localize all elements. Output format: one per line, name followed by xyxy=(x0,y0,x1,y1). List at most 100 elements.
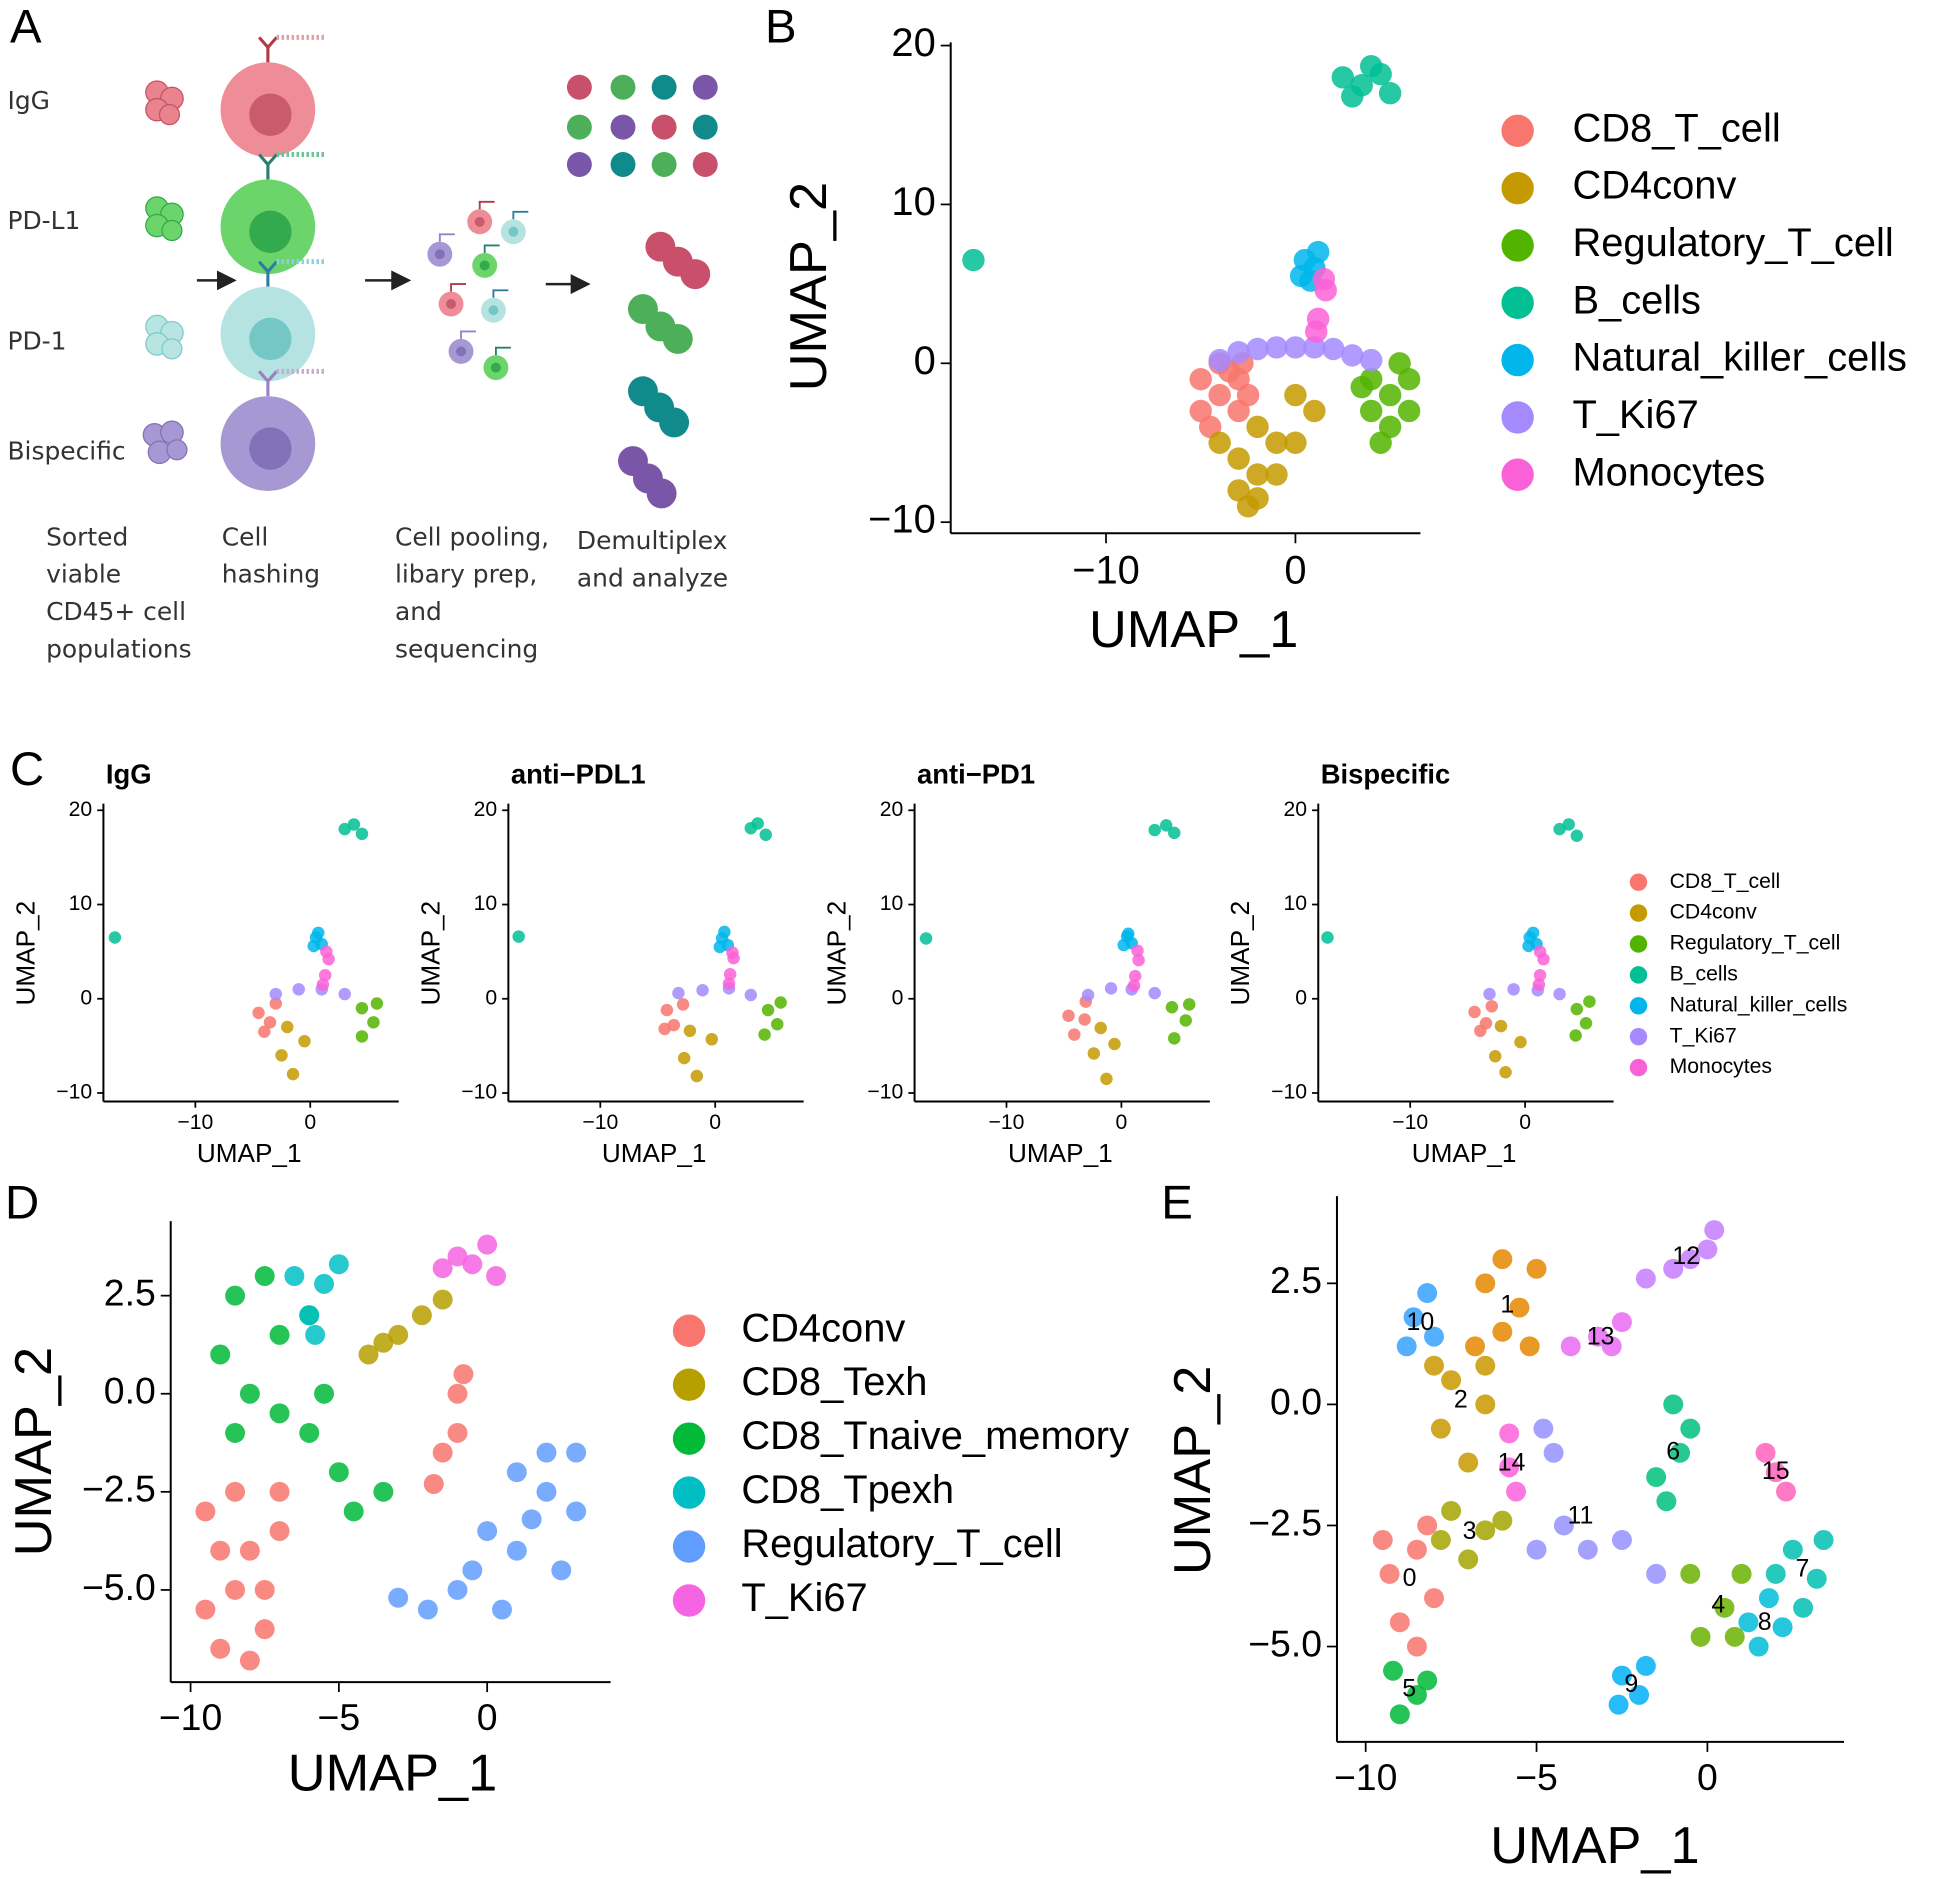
legend-swatch xyxy=(672,1422,706,1455)
arrows xyxy=(196,270,591,295)
point xyxy=(343,1501,364,1522)
legend-label: Monocytes xyxy=(1572,450,1765,494)
y-axis-title: UMAP_2 xyxy=(1164,1366,1222,1575)
point xyxy=(447,1579,468,1600)
point xyxy=(1406,1539,1427,1560)
point xyxy=(347,818,361,831)
point xyxy=(1068,1028,1081,1041)
point xyxy=(1697,1239,1718,1260)
point xyxy=(314,1273,335,1294)
point xyxy=(1389,1612,1410,1633)
point xyxy=(411,1305,432,1326)
x-tick-label: −10 xyxy=(159,1696,222,1738)
x-tick-label: −5 xyxy=(318,1696,361,1738)
point xyxy=(1570,1002,1584,1016)
point xyxy=(1680,1418,1701,1439)
point xyxy=(1560,1336,1581,1357)
point xyxy=(269,1481,290,1502)
point xyxy=(1514,1035,1527,1049)
point xyxy=(1765,1563,1786,1584)
legend-swatch xyxy=(1629,997,1648,1015)
legend-swatch xyxy=(1629,873,1648,891)
step-caption: Demultiplex xyxy=(577,526,728,555)
point xyxy=(1417,1283,1438,1303)
y-tick-label: 10 xyxy=(474,892,498,915)
point xyxy=(1509,1297,1530,1318)
point xyxy=(462,1560,483,1581)
point xyxy=(1656,1491,1677,1512)
point xyxy=(1475,1273,1496,1294)
x-tick-label: −10 xyxy=(989,1111,1025,1134)
point xyxy=(1322,337,1345,361)
point xyxy=(1403,1307,1424,1328)
y-tick-label: −2.5 xyxy=(82,1468,156,1510)
condition-label: Bispecific xyxy=(7,436,125,465)
point xyxy=(1553,987,1566,1001)
point xyxy=(1168,1032,1181,1045)
y-tick-label: 0 xyxy=(1295,986,1307,1009)
legend-swatch xyxy=(1629,935,1648,953)
legend-swatch xyxy=(1501,343,1534,377)
point xyxy=(1755,1442,1776,1463)
point xyxy=(1378,82,1402,105)
point xyxy=(254,1266,275,1286)
point xyxy=(1208,431,1231,454)
x-tick-label: 0 xyxy=(1519,1111,1531,1134)
point xyxy=(355,1001,369,1015)
point xyxy=(328,1254,349,1275)
x-tick-label: −10 xyxy=(582,1111,618,1134)
x-axis-title: UMAP_1 xyxy=(288,1745,497,1803)
legend-swatch xyxy=(1501,458,1534,491)
legend-swatch xyxy=(672,1530,706,1563)
point xyxy=(477,1521,498,1542)
point xyxy=(1611,1530,1632,1550)
point xyxy=(1430,1418,1451,1439)
point xyxy=(1132,953,1145,967)
y-tick-label: 0.0 xyxy=(104,1370,156,1412)
point xyxy=(305,1324,326,1345)
legend-swatch xyxy=(672,1476,706,1509)
panel-label: B xyxy=(765,0,797,53)
point xyxy=(1108,1037,1121,1051)
cluster-label: 8 xyxy=(1758,1608,1772,1636)
point xyxy=(1492,1321,1513,1342)
point xyxy=(1475,1520,1496,1541)
point xyxy=(477,1234,498,1255)
point xyxy=(1522,939,1535,953)
point xyxy=(298,1034,311,1048)
step-caption: Cell xyxy=(222,522,269,551)
point xyxy=(286,1067,300,1081)
legend-label: CD4conv xyxy=(1572,164,1736,208)
legend-label: Natural_killer_cells xyxy=(1670,993,1848,1016)
point xyxy=(1569,1029,1582,1042)
x-tick-label: −5 xyxy=(1515,1756,1558,1798)
point xyxy=(1499,1457,1520,1478)
point xyxy=(269,997,283,1010)
point xyxy=(1635,1268,1656,1289)
cluster-label: 6 xyxy=(1666,1437,1680,1465)
legend-label: T_Ki67 xyxy=(1572,393,1698,437)
x-tick-label: −10 xyxy=(177,1111,213,1134)
point xyxy=(1341,85,1364,108)
point xyxy=(239,1540,260,1561)
point xyxy=(696,984,709,997)
point xyxy=(1772,1617,1793,1638)
step-caption: CD45+ cell xyxy=(46,597,186,626)
point xyxy=(727,952,740,965)
y-tick-label: −10 xyxy=(461,1081,497,1104)
step-caption: populations xyxy=(46,634,192,663)
point xyxy=(1646,1563,1667,1584)
y-tick-label: 10 xyxy=(891,180,935,224)
point xyxy=(705,1033,718,1046)
legend-swatch xyxy=(1629,904,1648,922)
point xyxy=(1526,1258,1547,1279)
point xyxy=(338,987,351,1001)
point xyxy=(506,1462,527,1483)
point xyxy=(1369,431,1392,454)
legend-label: T_Ki67 xyxy=(741,1576,867,1620)
point xyxy=(1265,336,1288,359)
point xyxy=(1314,279,1337,302)
point xyxy=(1748,1636,1769,1657)
y-tick-label: −2.5 xyxy=(1248,1501,1322,1543)
point xyxy=(1577,1539,1598,1560)
